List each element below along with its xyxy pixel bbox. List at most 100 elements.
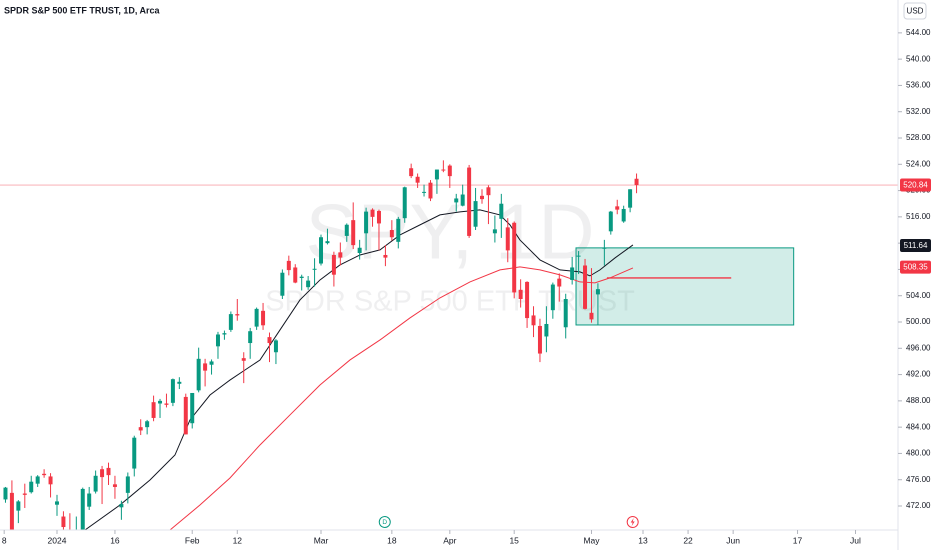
candle-body <box>338 252 343 258</box>
y-tick-label: 524.00 <box>906 159 931 168</box>
candle-body <box>486 187 491 196</box>
moving-average <box>84 209 634 530</box>
x-tick-label: Mar <box>314 535 329 545</box>
currency-box[interactable] <box>903 2 927 20</box>
x-tick-label: Feb <box>185 535 200 545</box>
candle-body <box>306 280 311 288</box>
y-tick-label: 536.00 <box>906 81 931 90</box>
candle-body <box>505 227 510 251</box>
candle-body <box>74 533 78 536</box>
y-tick-label: 528.00 <box>906 133 931 142</box>
currency[interactable]: USD <box>907 7 924 16</box>
x-tick-label: May <box>583 535 600 545</box>
x-tick-label: 2024 <box>48 535 67 545</box>
candle-body <box>112 484 117 487</box>
candle-body <box>209 361 214 365</box>
candle-body <box>319 237 324 264</box>
candle-body <box>357 247 362 254</box>
candle-body <box>557 278 562 287</box>
x-tick-label: 16 <box>110 535 120 545</box>
candle-body <box>87 493 92 507</box>
candle-body <box>299 276 304 278</box>
candle-body <box>151 402 156 418</box>
price-label: 508.35 <box>903 263 928 272</box>
y-tick-label: 500.00 <box>906 317 931 326</box>
candle-body <box>396 218 401 242</box>
candle-body <box>222 333 227 335</box>
candle-body <box>228 314 233 330</box>
candle-body <box>22 493 27 495</box>
candle-body <box>628 189 633 208</box>
x-tick-label: Jul <box>850 535 861 545</box>
candle-body <box>312 268 317 270</box>
candle-body <box>602 247 607 249</box>
candle-body <box>241 358 246 361</box>
candle-body <box>492 229 497 234</box>
candle-body <box>203 363 208 371</box>
price-label: 520.84 <box>903 181 928 190</box>
x-tick-label: Apr <box>443 535 456 545</box>
x-tick-label: 13 <box>638 535 648 545</box>
candle-body <box>190 392 195 424</box>
candle-body <box>261 310 266 326</box>
candle-body <box>376 210 381 224</box>
x-tick-label: 12 <box>233 535 243 545</box>
candle-body <box>389 230 394 238</box>
candle-body <box>595 289 600 295</box>
candle-body <box>460 194 465 206</box>
candle-body <box>480 195 484 200</box>
x-tick-label: 22 <box>683 535 693 545</box>
candle-body <box>531 315 536 326</box>
y-tick-label: 532.00 <box>906 107 931 116</box>
candle-body <box>80 488 85 530</box>
candle-body <box>473 201 478 227</box>
candle-body <box>550 284 555 311</box>
y-tick-label: 492.00 <box>906 370 931 379</box>
watermark-subtitle: SPDR S&P 500 ETF TRUST <box>265 286 635 318</box>
candle-body <box>286 260 291 271</box>
y-tick-label: 480.00 <box>906 449 931 458</box>
x-tick-label: 8 <box>2 535 7 545</box>
event-marker[interactable] <box>626 516 639 528</box>
candle-body <box>434 169 439 180</box>
candle-body <box>415 176 420 183</box>
candle-body <box>447 165 452 177</box>
candle-body <box>525 281 530 319</box>
x-tick-label: Jun <box>726 535 740 545</box>
candle-body <box>132 437 137 469</box>
candle-body <box>248 331 253 344</box>
y-tick-label: 472.00 <box>906 501 931 510</box>
candle-body <box>138 427 143 431</box>
candle-body <box>215 334 220 347</box>
candle-body <box>344 224 349 236</box>
candle-body <box>119 504 124 508</box>
price-label-box <box>900 260 931 274</box>
candle-body <box>267 337 272 344</box>
candle-body <box>454 198 459 203</box>
candle-body <box>570 267 575 280</box>
candle-body <box>68 530 72 537</box>
candle-body <box>293 267 298 283</box>
x-tick-label: 18 <box>387 535 397 545</box>
candle-body <box>499 203 504 219</box>
event-marker[interactable]: D <box>378 516 391 528</box>
candle-body <box>54 501 59 505</box>
y-tick-label: 540.00 <box>906 54 931 63</box>
candle-body <box>409 168 414 177</box>
candle-body <box>177 381 182 384</box>
candle-body <box>370 209 375 217</box>
candle-body <box>196 358 201 391</box>
candle-body <box>518 289 523 300</box>
y-tick-label: 476.00 <box>906 475 931 484</box>
candle-body <box>351 220 356 246</box>
candle-body <box>428 182 433 199</box>
event-icon <box>630 518 635 526</box>
candle-body <box>621 208 626 222</box>
moving-average <box>169 266 634 530</box>
y-tick-label: 496.00 <box>906 343 931 352</box>
candle-body <box>583 265 588 309</box>
plot-area: SPY, 1D SPDR S&P 500 ETF TRUST <box>0 160 898 537</box>
candle-body <box>325 241 330 244</box>
candle-body <box>93 475 98 492</box>
